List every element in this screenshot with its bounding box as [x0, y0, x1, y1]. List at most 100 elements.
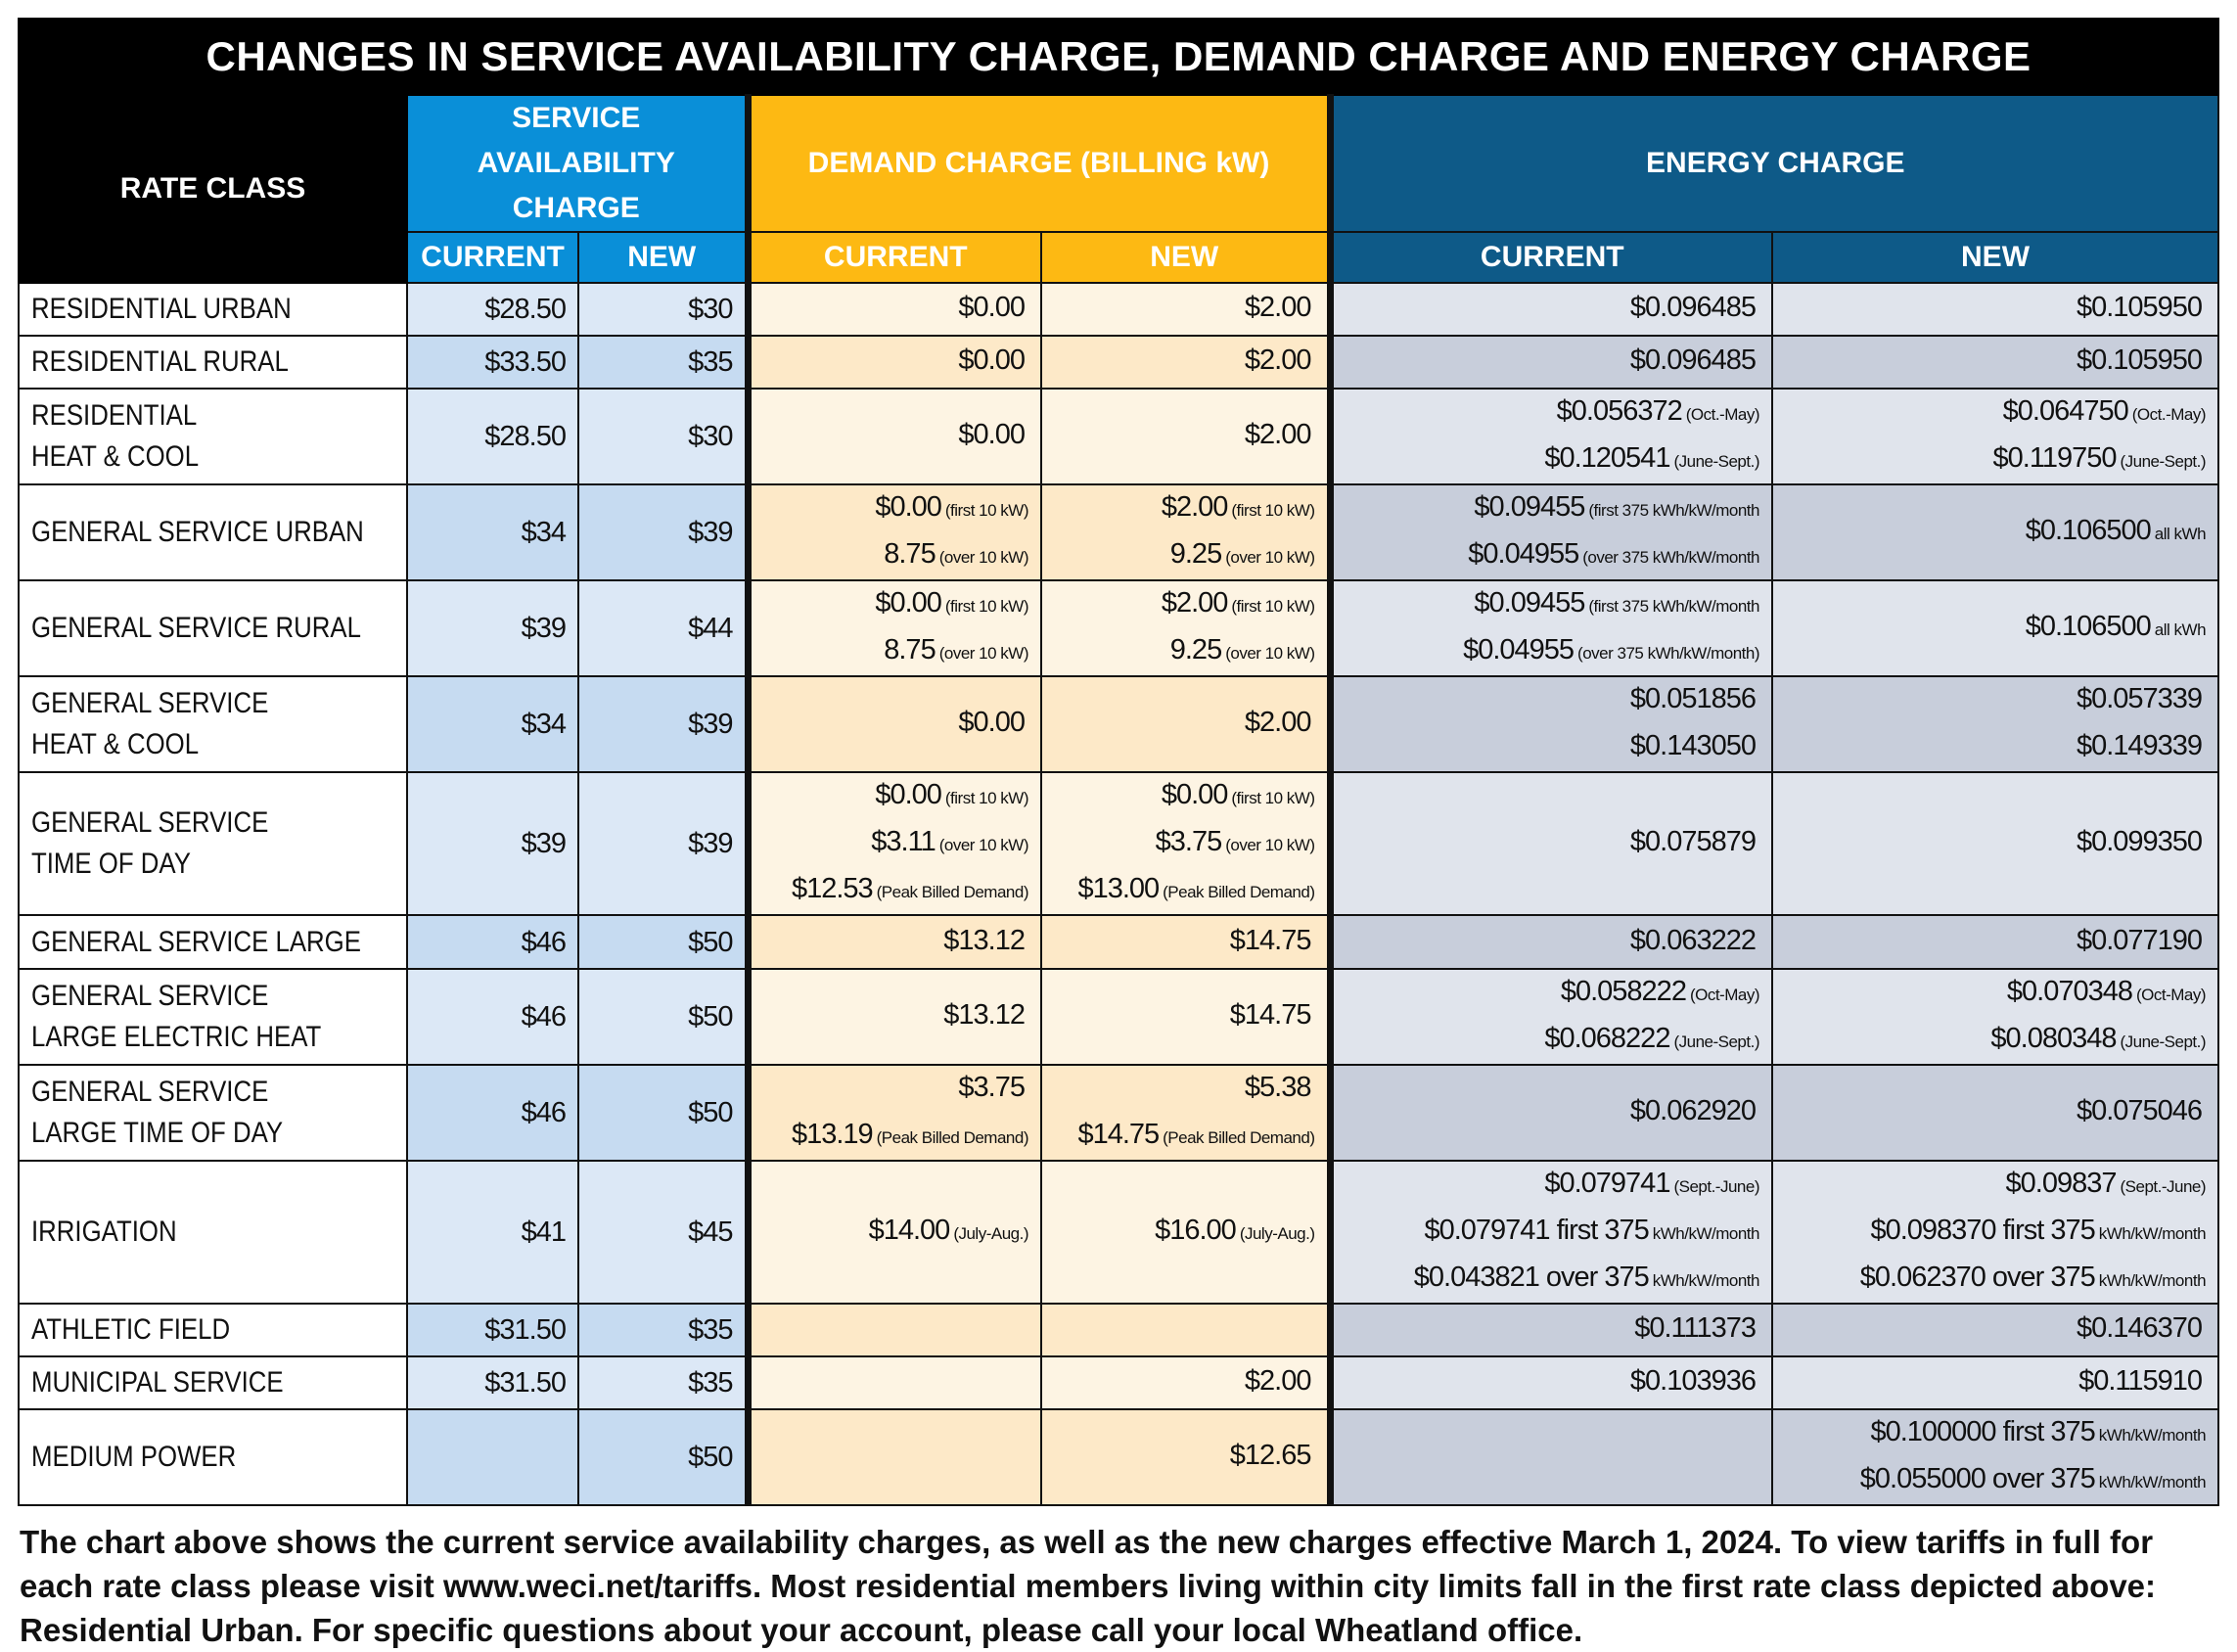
- sa-current-cell: $31.50: [406, 1355, 579, 1410]
- rate-class-line-text: IRRIGATION: [31, 1216, 177, 1248]
- rate-class-name: GENERAL SERVICE RURAL: [18, 579, 408, 677]
- demand-current-cell: [744, 1303, 1042, 1357]
- sa-new-cell: $50: [577, 1408, 749, 1506]
- charge-line: $0.04955 (over 375 kWh/kW/month: [1346, 532, 1759, 578]
- demand-current-cell: $0.00 (first 10 kW) 8.75 (over 10 kW): [744, 579, 1042, 677]
- charge-note: (June-Sept.): [1673, 452, 1759, 471]
- demand-new-cell: $0.00 (first 10 kW) $3.75 (over 10 kW) $13.0…: [1040, 771, 1331, 916]
- rate-class-line: HEAT & COOL: [31, 436, 394, 478]
- charge-line: $3.75: [763, 1067, 1029, 1113]
- charge-value: $14.75: [1077, 1119, 1160, 1150]
- charge-value: $0.00: [958, 344, 1026, 376]
- energy-current-cell: $0.111373: [1326, 1303, 1773, 1357]
- charge-value: $0.149339: [2076, 730, 2203, 761]
- charge-value: $0.096485: [1629, 292, 1757, 323]
- rate-class-line: RESIDENTIAL: [31, 395, 394, 436]
- charge-line: $0.099350: [1785, 820, 2206, 867]
- charge-note: (Sept.-June): [1673, 1177, 1759, 1196]
- charge-note: all kWh: [2154, 620, 2207, 639]
- charge-note: (Oct-May): [2135, 986, 2207, 1004]
- charge-line: $3.75 (over 10 kW): [1054, 820, 1315, 867]
- rate-class-line-text: HEAT & COOL: [31, 440, 200, 473]
- charge-value: $14.75: [1229, 924, 1312, 956]
- charge-value: $0.09455: [1474, 587, 1585, 619]
- charge-note: (June-Sept.): [1673, 1032, 1759, 1051]
- charge-line: $0.077190: [1785, 919, 2206, 966]
- charge-value: $3.11: [871, 826, 936, 857]
- charge-note: (first 375 kWh/kW/month: [1588, 501, 1759, 520]
- charge-line: $13.12: [763, 919, 1029, 966]
- rate-class-line-text: RESIDENTIAL: [31, 399, 198, 432]
- energy-new-cell: $0.106500 all kWh: [1770, 483, 2220, 581]
- charge-line: $0.00 (first 10 kW): [763, 486, 1028, 532]
- table-row: RESIDENTIAL URBAN $28.50 $30 $0.00 $2.00 $0.0…: [18, 282, 2220, 337]
- table-row: MUNICIPAL SERVICE $31.50 $35 $2.00 $0.103936…: [18, 1355, 2220, 1410]
- charge-note: kWh/kW/month: [2098, 1224, 2207, 1243]
- rate-class-name: MUNICIPAL SERVICE: [18, 1355, 408, 1410]
- charge-note: (Oct.-May): [2131, 405, 2207, 424]
- demand-current-cell: $0.00 (first 10 kW) $3.11 (over 10 kW) $12.5…: [744, 771, 1042, 916]
- energy-current-cell: $0.058222 (Oct-May) $0.068222 (June-Sept.): [1326, 968, 1773, 1066]
- charge-line: $2.00: [1054, 286, 1315, 333]
- charge-value: $0.00: [875, 491, 942, 523]
- table-row: GENERAL SERVICE LARGE ELECTRIC HEAT $46 $50…: [18, 968, 2220, 1066]
- rate-class-line: HEAT & COOL: [31, 724, 394, 765]
- sa-new-cell: $50: [577, 1064, 749, 1162]
- charge-note: (over 375 kWh/kW/month): [1577, 644, 1759, 663]
- charge-line: $0.063222: [1346, 919, 1760, 966]
- charge-note: (first 10 kW): [944, 789, 1029, 807]
- charge-note: kWh/kW/month: [2098, 1426, 2207, 1445]
- energy-current-cell: $0.056372 (Oct.-May) $0.120541 (June-Sept.): [1326, 388, 1773, 485]
- charge-value: $0.105950: [2076, 344, 2203, 376]
- charge-note: (June-Sept.): [2120, 452, 2207, 471]
- demand-current-cell: $3.75 $13.19 (Peak Billed Demand): [744, 1064, 1042, 1162]
- charge-value: $2.00: [1244, 292, 1312, 323]
- energy-current-cell: $0.075879: [1326, 771, 1773, 916]
- rate-class-name: RESIDENTIAL URBAN: [18, 282, 408, 337]
- charge-line: $0.00: [763, 286, 1029, 333]
- charge-value: $0.106500: [2025, 515, 2152, 546]
- demand-current-cell: $0.00: [744, 335, 1042, 390]
- energy-current-cell: $0.096485: [1326, 282, 1773, 337]
- charge-value: $0.051856: [1629, 683, 1757, 714]
- rate-class-name: GENERAL SERVICE TIME OF DAY: [18, 771, 408, 916]
- charge-line: $2.00: [1054, 1359, 1315, 1406]
- charge-line: $0.09837 (Sept.-June): [1785, 1163, 2207, 1209]
- energy-new-cell: $0.106500 all kWh: [1770, 579, 2220, 677]
- header-sa-current: CURRENT: [406, 231, 579, 284]
- charge-note: (June-Sept.): [2120, 1032, 2207, 1051]
- rate-class-line: GENERAL SERVICE: [31, 1072, 394, 1113]
- charge-line: $2.00: [1054, 339, 1315, 386]
- charge-line: $0.079741 first 375 kWh/kW/month: [1346, 1209, 1760, 1256]
- demand-new-cell: $2.00: [1040, 282, 1331, 337]
- charge-note: (Oct-May): [1689, 986, 1760, 1004]
- demand-current-cell: $13.12: [744, 968, 1042, 1066]
- header-energy-current: CURRENT: [1326, 231, 1773, 284]
- charge-value: $5.38: [1244, 1072, 1312, 1103]
- charge-line: $0.079741 (Sept.-June): [1346, 1163, 1759, 1209]
- charge-note: kWh/kW/month: [1652, 1224, 1760, 1243]
- sa-new-cell: $50: [577, 968, 749, 1066]
- charge-line: $0.00 (first 10 kW): [763, 582, 1029, 628]
- energy-new-cell: $0.105950: [1770, 335, 2220, 390]
- charge-value: $13.19: [791, 1119, 874, 1150]
- charge-note: (Peak Billed Demand): [1163, 883, 1315, 901]
- charge-value: $0.077190: [2076, 924, 2203, 956]
- table-row: GENERAL SERVICE LARGE TIME OF DAY $46 $50 $3…: [18, 1064, 2220, 1162]
- charge-line: $13.00 (Peak Billed Demand): [1054, 867, 1315, 913]
- charge-line: $2.00 (first 10 kW): [1054, 582, 1315, 628]
- charge-note: (first 10 kW): [944, 597, 1029, 616]
- charge-line: $0.098370 first 375 kWh/kW/month: [1785, 1209, 2206, 1256]
- charge-line: $0.062370 over 375 kWh/kW/month: [1785, 1256, 2207, 1302]
- charge-value: $2.00: [1161, 491, 1229, 523]
- charge-value: $0.099350: [2076, 826, 2203, 857]
- charge-note: (over 375 kWh/kW/month: [1582, 548, 1759, 567]
- sa-new-cell: $35: [577, 1355, 749, 1410]
- charge-note: (first 10 kW): [1231, 501, 1315, 520]
- rate-class-line: LARGE TIME OF DAY: [31, 1113, 394, 1154]
- charge-line: $0.068222 (June-Sept.): [1346, 1017, 1759, 1063]
- demand-new-cell: $14.75: [1040, 968, 1331, 1066]
- rate-class-name: GENERAL SERVICE URBAN: [18, 483, 408, 581]
- footer-note: The chart above shows the current servic…: [20, 1524, 2157, 1648]
- charge-line: $0.096485: [1346, 286, 1760, 333]
